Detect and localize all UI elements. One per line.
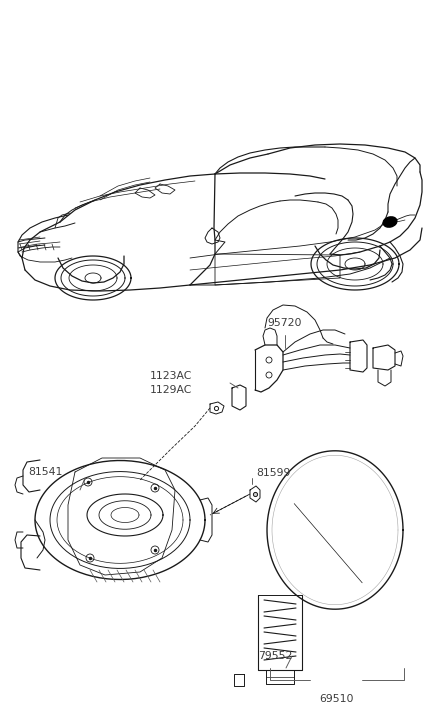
Text: 79552: 79552 xyxy=(258,651,292,661)
Text: 81541: 81541 xyxy=(28,467,62,477)
Text: 1123AC: 1123AC xyxy=(149,371,192,381)
Ellipse shape xyxy=(383,217,397,227)
Text: 95720: 95720 xyxy=(268,318,302,328)
Text: 69510: 69510 xyxy=(320,694,354,704)
Text: 1129AC: 1129AC xyxy=(149,385,192,395)
Text: 81599: 81599 xyxy=(256,468,290,478)
